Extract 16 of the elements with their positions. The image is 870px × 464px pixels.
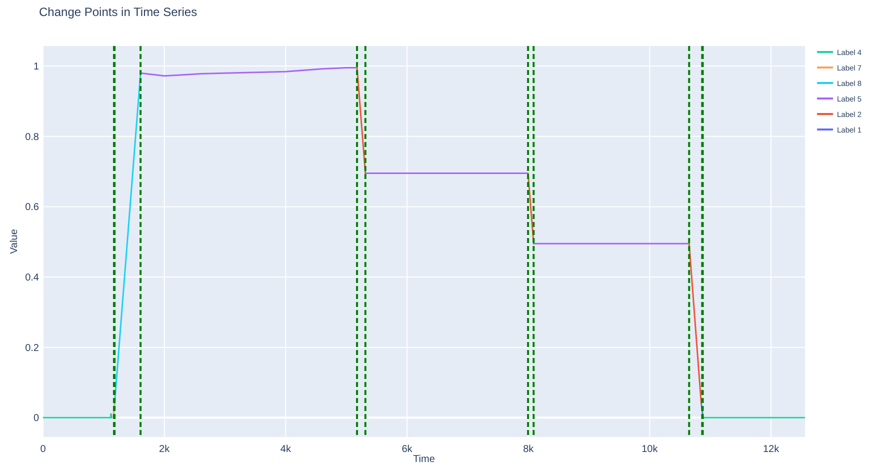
y-tick-label: 1 — [33, 62, 40, 73]
y-tick-label: 0 — [33, 413, 40, 424]
x-axis-title: Time — [413, 454, 436, 464]
y-tick-label: 0.4 — [25, 272, 40, 284]
y-tick-label: 0.6 — [25, 202, 40, 214]
y-axis-title: Value — [9, 228, 20, 254]
x-tick-label: 12k — [762, 444, 780, 455]
y-tick-label: 0.2 — [25, 342, 40, 354]
x-tick-label: 2k — [159, 444, 171, 455]
x-tick-label: 8k — [523, 444, 535, 455]
y-tick-label: 0.8 — [25, 132, 40, 143]
x-tick-label: 10k — [642, 444, 659, 455]
chart-title: Change Points in Time Series — [39, 5, 198, 19]
x-tick-label: 0 — [40, 444, 46, 455]
x-tick-label: 6k — [402, 444, 414, 455]
x-tick-label: 4k — [280, 444, 292, 455]
